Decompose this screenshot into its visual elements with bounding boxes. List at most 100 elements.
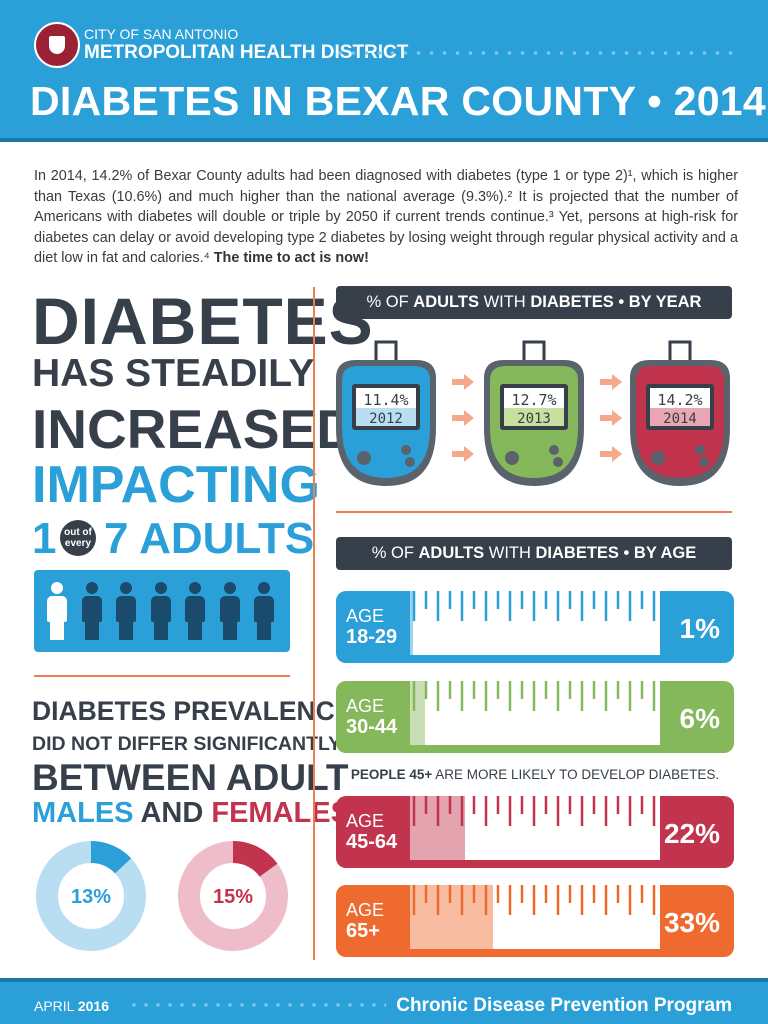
people-pictogram (34, 570, 290, 652)
females-donut-chart: 15% (178, 841, 288, 951)
meter-button (553, 457, 563, 467)
headline-seven-adults: 7 ADULTS (104, 514, 315, 563)
donut-slice-males (90, 841, 132, 874)
by-year-head-adults: ADULTS (413, 293, 479, 311)
meter-2012: 11.4% 2012 (336, 340, 436, 486)
donut-slice-females (232, 841, 278, 878)
age-bar-30-44: AGE 30-44 6% (336, 681, 734, 753)
meter-value-label: 11.4% (363, 391, 408, 409)
donut-value-label: 13% (71, 886, 111, 908)
sex-headline-not-differ: DID NOT DIFFER SIGNIFICANTLY (32, 733, 342, 755)
meter-button (357, 451, 371, 465)
by-age-head-adults: ADULTS (418, 544, 485, 562)
meter-button (699, 457, 709, 467)
headline-one: 1 (32, 514, 57, 563)
by-age-head-post: • BY AGE (618, 544, 697, 562)
person-icon-affected (45, 582, 69, 640)
age-percent-label: 22% (663, 818, 720, 849)
org-city-name: CITY OF SAN ANTONIO (84, 26, 239, 42)
meter-button (695, 445, 705, 455)
headline-diabetes: DIABETES (32, 284, 374, 358)
age-percent-label: 1% (679, 613, 720, 644)
age-range-label: 18-29 (346, 626, 398, 648)
age-word-label: AGE (346, 606, 385, 626)
males-label: MALES (32, 797, 134, 829)
by-age-head-mid: WITH (484, 544, 536, 562)
every-text: every (64, 538, 92, 549)
meter-2013: 12.7% 2013 (484, 340, 584, 486)
by-year-head-mid: WITH (478, 293, 531, 311)
page-title: DIABETES IN BEXAR COUNTY • 2014 (30, 78, 767, 124)
meter-button (651, 451, 665, 465)
arrow-right-icon (600, 410, 622, 426)
arrow-right-icon (600, 446, 622, 462)
ruler-fill (410, 591, 413, 655)
footer-month: APRIL (34, 998, 78, 1014)
ruler-ticks (412, 681, 656, 711)
meter-screen-lower (504, 408, 564, 426)
meter-button (401, 445, 411, 455)
meter-button (505, 451, 519, 465)
meter-value-label: 14.2% (657, 391, 702, 409)
meter-2014: 14.2% 2014 (630, 340, 730, 486)
meter-value-label: 12.7% (511, 391, 556, 409)
and-label: AND (133, 797, 212, 829)
age-45-note: PEOPLE 45+ ARE MORE LIKELY TO DEVELOP DI… (336, 767, 734, 782)
meter-button (405, 457, 415, 467)
person-icon (218, 582, 242, 640)
sex-headline-between: BETWEEN ADULT (32, 757, 349, 798)
meter-screen-lower (650, 408, 710, 426)
meter-year-label: 2014 (663, 411, 697, 427)
males-donut-chart: 13% (36, 841, 146, 951)
by-year-heading: % OF ADULTS WITH DIABETES • BY YEAR (336, 286, 732, 319)
ruler-scale (410, 796, 660, 860)
person-icon (114, 582, 138, 640)
by-age-head-diabetes: DIABETES (535, 544, 619, 562)
arrow-right-icon (452, 446, 474, 462)
arrow-right-icon (600, 374, 622, 390)
header-dot-divider (334, 50, 734, 56)
intro-text: In 2014, 14.2% of Bexar County adults ha… (34, 168, 738, 266)
by-age-heading: % OF ADULTS WITH DIABETES • BY AGE (336, 537, 732, 570)
by-age-head-pre: % OF (371, 544, 419, 562)
age-range-label: 45-64 (346, 831, 398, 853)
females-label: FEMALES (211, 797, 350, 829)
arrow-right-icon (452, 374, 474, 390)
intro-paragraph: In 2014, 14.2% of Bexar County adults ha… (34, 166, 738, 269)
ruler-ticks (412, 885, 656, 915)
page-footer: APRIL 2016 Chronic Disease Prevention Pr… (0, 978, 768, 1024)
column-divider (313, 287, 315, 960)
age-word-label: AGE (346, 900, 385, 920)
age-bar-65+: AGE 65+ 33% (336, 885, 734, 957)
age-word-label: AGE (346, 811, 385, 831)
age-bar-45-64: AGE 45-64 22% (336, 796, 734, 868)
donut-value-label: 15% (213, 886, 253, 908)
ruler-scale (410, 681, 660, 745)
age-45-note-rest: ARE MORE LIKELY TO DEVELOP DIABETES. (432, 767, 720, 782)
by-year-head-post: • BY YEAR (613, 293, 702, 311)
age-bar-18-29: AGE 18-29 1% (336, 591, 734, 663)
test-strip (374, 340, 398, 364)
age-percent-label: 6% (679, 703, 720, 734)
ruler-ticks (412, 591, 656, 621)
intro-call-to-action: The time to act is now! (213, 250, 369, 266)
headline-has-steadily: HAS STEADILY (32, 352, 315, 395)
footer-dot-divider (128, 1002, 386, 1008)
org-district-name: METROPOLITAN HEALTH DISTRICT (84, 42, 409, 63)
arrow-right-icon (452, 410, 474, 426)
person-icon (183, 582, 207, 640)
out-of-text: out of (64, 527, 92, 538)
sex-headline-males-females: MALES AND FEMALES (32, 797, 350, 830)
footer-program-name: Chronic Disease Prevention Program (396, 995, 732, 1016)
meter-year-label: 2012 (369, 411, 403, 427)
age-range-label: 65+ (346, 920, 380, 942)
age-45-note-bold: PEOPLE 45+ (350, 767, 433, 782)
by-year-head-pre: % OF (366, 293, 414, 311)
ruler-ticks (412, 796, 656, 826)
right-divider (336, 511, 732, 513)
footer-year: 2016 (77, 998, 109, 1014)
ruler-scale (410, 591, 660, 655)
glucose-meters-chart: 11.4% 2012 12.7% 2013 14.2% 2014 (336, 340, 730, 486)
by-year-head-diabetes: DIABETES (530, 293, 614, 311)
meter-screen-lower (356, 408, 416, 426)
